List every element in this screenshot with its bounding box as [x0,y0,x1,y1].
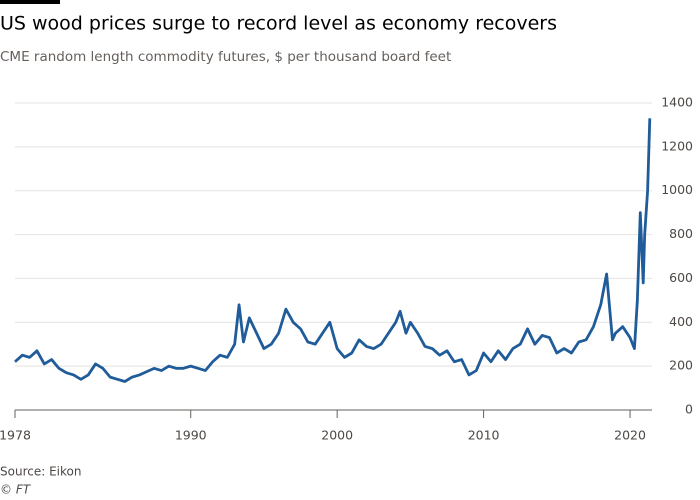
x-tick-label: 1978 [0,428,31,443]
y-tick-label: 400 [669,314,693,329]
brand-bar [0,0,60,4]
credit: © FT [0,483,32,497]
source: Source: Eikon [0,465,81,479]
y-tick-label: 600 [669,270,693,285]
y-tick-label: 1400 [661,95,693,110]
y-tick-label: 800 [669,226,693,241]
x-tick-label: 2010 [468,428,500,443]
y-tick-label: 1000 [661,182,693,197]
y-tick-label: 0 [685,402,693,417]
chart-subtitle: CME random length commodity futures, $ p… [0,49,451,65]
chart-title: US wood prices surge to record level as … [0,13,557,35]
data-line [14,118,652,383]
x-tick-label: 1990 [175,428,207,443]
x-tick-label: 2020 [614,428,646,443]
y-tick-label: 1200 [661,138,693,153]
y-tick-label: 200 [669,358,693,373]
x-tick-label: 2000 [321,428,353,443]
